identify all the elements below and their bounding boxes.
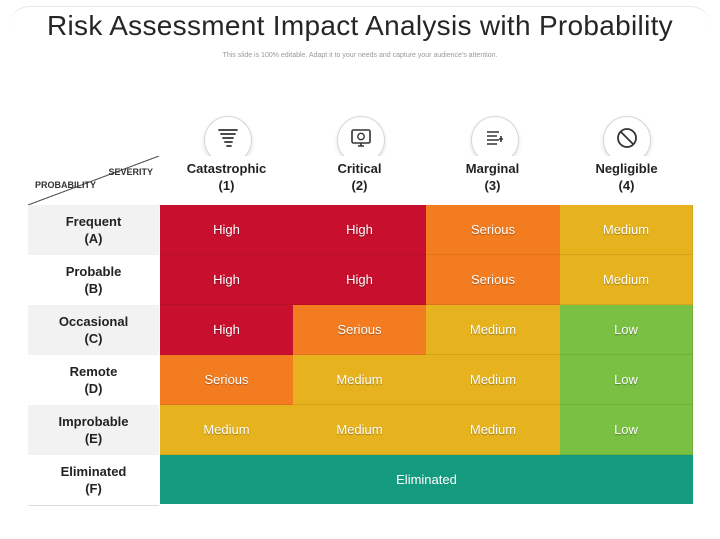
column-code: (4) [618,178,635,193]
column-name: Negligible [595,161,658,176]
risk-cell-a4: Medium [560,205,693,255]
risk-cell-e1: Medium [160,405,294,455]
column-name: Critical [337,161,382,176]
page-subtitle: This slide is 100% editable. Adapt it to… [222,52,498,59]
tornado-icon [218,129,238,147]
prohibited-icon [617,128,637,148]
risk-cell-e4: Low [560,405,693,455]
column-code: (1) [218,178,235,193]
row-header-remote: Remote (D) [28,355,159,406]
row-code: (D) [84,381,103,396]
eliminated-band: Eliminated [160,455,693,504]
row-name: Remote [69,364,118,379]
row-name: Frequent [65,214,122,229]
risk-cell-b1: High [160,255,294,305]
column-code: (2) [351,178,368,193]
risk-cell-b4: Medium [560,255,693,305]
risk-cell-c2: Serious [293,305,427,355]
matrix-corner: SEVERITY PROBABILITY [28,156,159,205]
risk-cell-d4: Low [560,355,693,405]
row-header-probable: Probable (B) [28,255,159,306]
column-name: Catastrophic [186,161,267,176]
row-code: (B) [84,281,103,296]
column-header-critical: Critical (2) [293,160,426,194]
risk-cell-a3: Serious [426,205,561,255]
title-frame [8,6,712,51]
risk-cell-a2: High [293,205,427,255]
row-code: (C) [84,331,103,346]
risk-cell-b2: High [293,255,427,305]
column-code: (3) [484,178,501,193]
column-header-negligible: Negligible (4) [560,160,693,194]
row-name: Eliminated [60,464,127,479]
row-name: Occasional [58,314,129,329]
risk-cell-c3: Medium [426,305,561,355]
risk-cell-c1: High [160,305,294,355]
page-title: Risk Assessment Impact Analysis with Pro… [47,10,673,41]
risk-cell-d1: Serious [160,355,294,405]
row-header-frequent: Frequent (A) [28,205,159,256]
risk-cell-e2: Medium [293,405,427,455]
row-code: (E) [84,431,103,446]
monitor-alert-icon [351,129,371,147]
row-code: (F) [85,481,102,496]
probability-axis-label: PROBABILITY [35,180,97,190]
risk-cell-d2: Medium [293,355,427,405]
row-code: (A) [84,231,103,246]
row-name: Improbable [58,414,129,429]
risk-cell-a1: High [160,205,294,255]
risk-cell-e3: Medium [426,405,561,455]
row-header-eliminated: Eliminated (F) [28,455,159,506]
risk-cell-c4: Low [560,305,693,355]
column-header-catastrophic: Catastrophic (1) [160,160,293,194]
row-header-improbable: Improbable (E) [28,405,159,456]
row-header-occasional: Occasional (C) [28,305,159,356]
risk-cell-d3: Medium [426,355,561,405]
risk-cell-b3: Serious [426,255,561,305]
list-adjust-icon [487,131,503,145]
column-header-marginal: Marginal (3) [426,160,559,194]
row-name: Probable [65,264,122,279]
severity-axis-label: SEVERITY [108,167,153,177]
column-name: Marginal [465,161,520,176]
